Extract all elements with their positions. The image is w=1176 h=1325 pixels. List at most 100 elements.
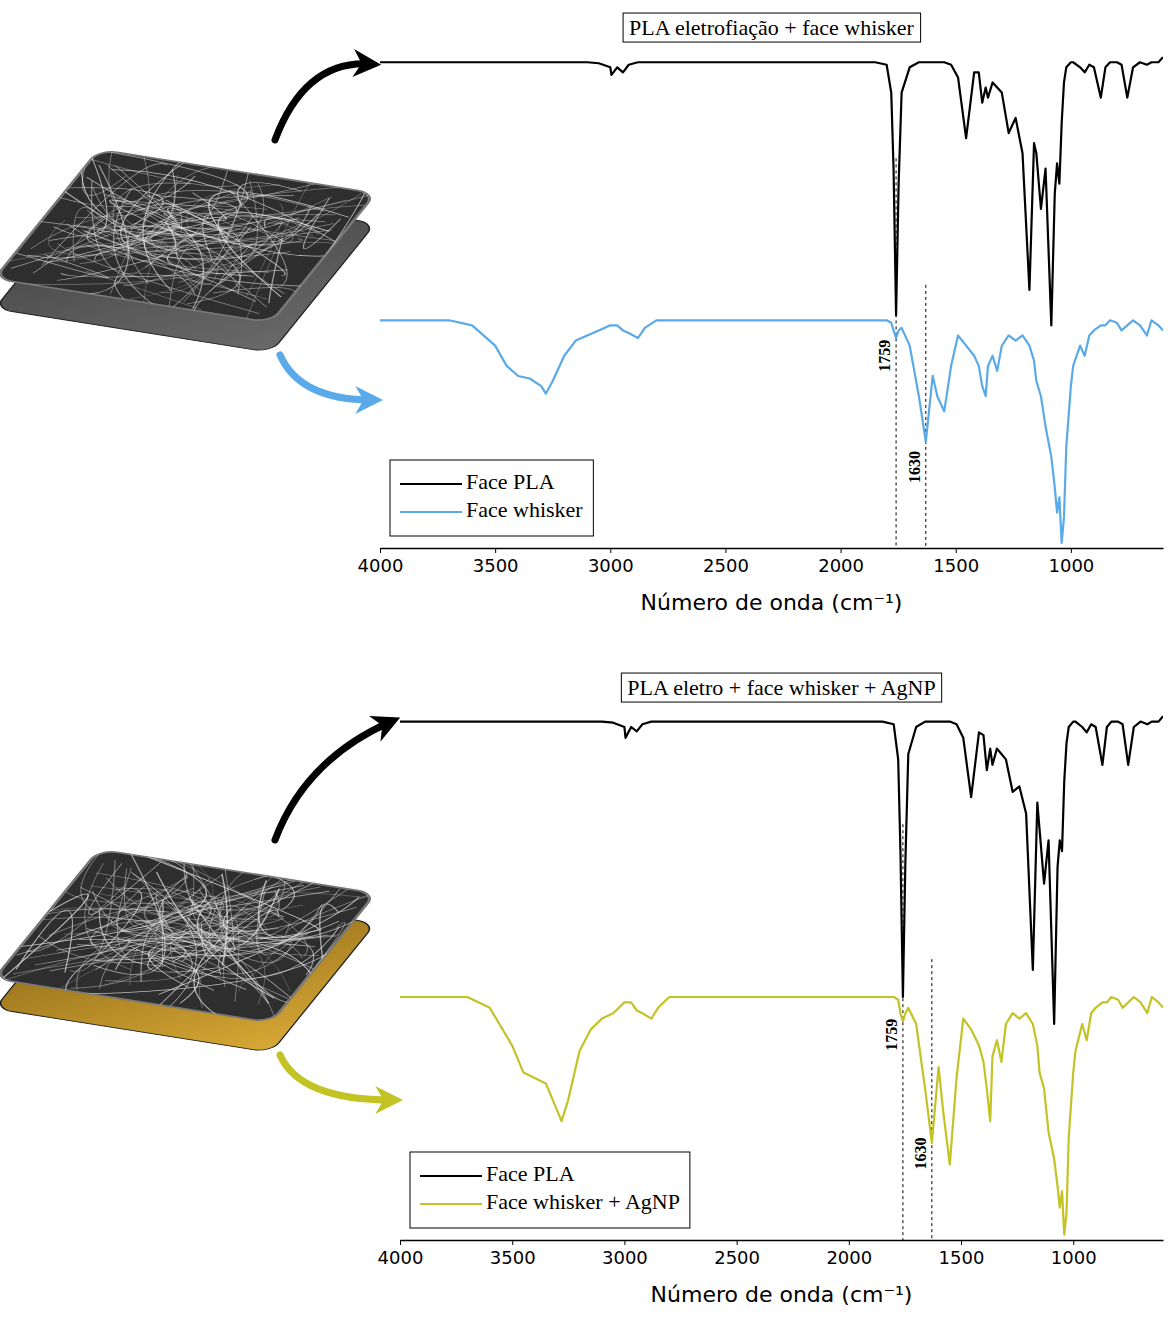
fiber xyxy=(235,922,338,959)
fiber xyxy=(75,175,193,261)
fiber xyxy=(196,955,322,1003)
tick: 1000 xyxy=(1051,1240,1097,1268)
tick-mark xyxy=(849,1240,850,1245)
pointer-arrow xyxy=(275,722,390,840)
legend-box xyxy=(390,460,593,536)
fibers xyxy=(0,849,376,1022)
panel: 175916304000350030002500200015001000Núme… xyxy=(0,673,1164,1307)
chart-title: PLA eletrofiação + face whisker xyxy=(623,13,921,42)
fiber xyxy=(57,191,300,307)
x-axis: 4000350030002500200015001000 xyxy=(378,1240,1164,1268)
panel: 175916304000350030002500200015001000Núme… xyxy=(0,13,1164,615)
pointer-arrow xyxy=(275,64,370,140)
fiber xyxy=(76,175,328,275)
fiber xyxy=(85,160,361,273)
fiber xyxy=(172,261,225,286)
fiber xyxy=(12,909,110,976)
tick-mark xyxy=(400,1240,401,1245)
tick: 3000 xyxy=(602,1240,648,1268)
fiber xyxy=(46,941,216,1004)
tick-label: 4000 xyxy=(378,1247,424,1268)
tick-label: 1500 xyxy=(933,555,979,576)
fiber xyxy=(159,208,232,229)
plot-area xyxy=(400,716,1163,1234)
mat-upper-layer xyxy=(0,843,389,1029)
fiber xyxy=(193,879,280,916)
tick-label: 1000 xyxy=(1051,1247,1097,1268)
tick: 2500 xyxy=(703,548,749,576)
figure: 175916304000350030002500200015001000Núme… xyxy=(0,0,1176,1325)
plot-area xyxy=(380,57,1163,543)
tick-mark xyxy=(737,1240,738,1245)
fiber xyxy=(57,880,207,917)
tick-mark xyxy=(1071,548,1072,553)
tick: 3000 xyxy=(588,548,634,576)
fiber xyxy=(64,850,238,951)
annotation-label: 1759 xyxy=(876,340,893,372)
title-text: PLA eletrofiação + face whisker xyxy=(629,15,915,40)
tick-label: 3000 xyxy=(602,1247,648,1268)
fiber xyxy=(82,244,269,280)
fiber xyxy=(94,177,294,295)
fiber xyxy=(213,278,301,305)
illustration xyxy=(0,64,387,400)
fibers xyxy=(0,149,376,322)
tick-mark xyxy=(1073,1240,1074,1245)
mat-upper-surface xyxy=(0,149,376,322)
spectrum-line xyxy=(380,57,1163,325)
chart-title: PLA eletro + face whisker + AgNP xyxy=(621,673,941,702)
fiber xyxy=(70,861,237,999)
fiber xyxy=(79,158,240,190)
fiber xyxy=(39,872,262,1006)
tick-mark xyxy=(956,548,957,553)
tick-label: 3000 xyxy=(588,555,634,576)
fiber xyxy=(66,166,347,281)
legend-swatch xyxy=(400,511,462,513)
tick: 2000 xyxy=(818,548,864,576)
fiber xyxy=(55,149,362,259)
fiber xyxy=(99,269,272,323)
legend-label: Face PLA xyxy=(486,1161,575,1186)
fiber xyxy=(9,250,118,278)
fiber xyxy=(0,891,91,981)
legend-swatch xyxy=(400,483,462,485)
axis-line xyxy=(381,548,1164,550)
legend-label: Face whisker + AgNP xyxy=(486,1189,680,1214)
fiber xyxy=(249,168,341,184)
tick-label: 2000 xyxy=(818,555,864,576)
fiber xyxy=(118,900,340,989)
tick: 2000 xyxy=(826,1240,872,1268)
legend-swatch xyxy=(420,1203,482,1205)
fiber xyxy=(0,179,170,282)
fiber xyxy=(26,879,125,958)
fiber xyxy=(150,867,364,1003)
spectrum-line xyxy=(380,320,1163,543)
fiber xyxy=(170,209,338,297)
tick: 1500 xyxy=(939,1240,985,1268)
axis-line xyxy=(401,1240,1164,1242)
fiber xyxy=(166,873,306,1008)
annotation-line xyxy=(902,824,903,1240)
x-axis: 4000 3500 3000 2500 2000 1500 1000 xyxy=(358,548,1164,576)
tick-label: 2000 xyxy=(826,1247,872,1268)
spectrum-line xyxy=(400,716,1163,1024)
tick-label: 3500 xyxy=(473,555,519,576)
annotation-line xyxy=(896,158,897,548)
tick-mark xyxy=(380,548,381,553)
tick-label: 1500 xyxy=(939,1247,985,1268)
fiber xyxy=(60,919,323,1021)
tick-label: 2500 xyxy=(703,555,749,576)
tick: 3500 xyxy=(473,548,519,576)
fiber xyxy=(0,911,302,1022)
tick-mark xyxy=(624,1240,625,1245)
legend-box xyxy=(410,1152,690,1228)
fiber xyxy=(128,861,279,949)
tick-label: 2500 xyxy=(714,1247,760,1268)
fiber xyxy=(122,162,356,291)
tick: 4000 xyxy=(358,548,404,576)
title-box xyxy=(621,673,941,702)
fiber xyxy=(36,180,229,280)
pointer-arrow xyxy=(280,355,372,400)
mat-upper-surface xyxy=(0,849,376,1022)
tick-label: 1000 xyxy=(1048,555,1094,576)
